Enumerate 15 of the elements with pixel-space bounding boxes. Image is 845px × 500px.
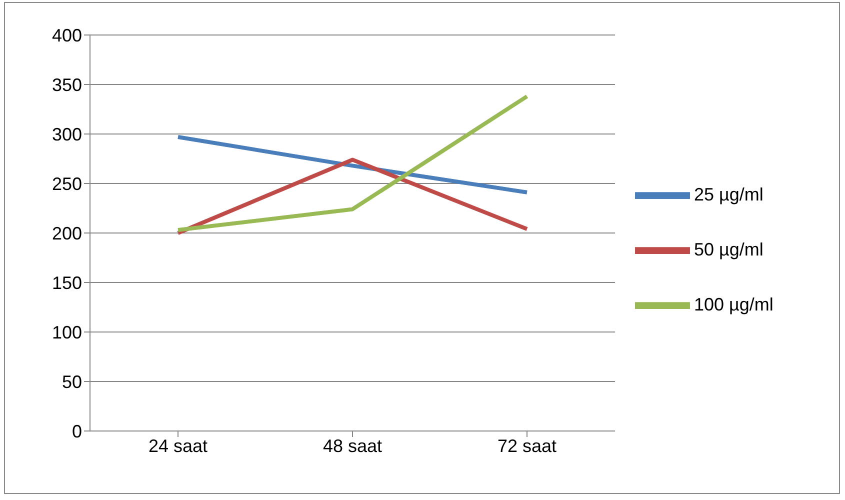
y-tick-label: 100 xyxy=(52,322,82,342)
y-tick-label: 400 xyxy=(52,25,82,46)
legend-label: 50 µg/ml xyxy=(694,238,764,259)
y-tick-label: 250 xyxy=(52,174,82,194)
y-tick-label: 50 xyxy=(62,372,82,392)
x-tick-label: 48 saat xyxy=(322,436,382,456)
x-tick-label: 24 saat xyxy=(148,436,208,456)
x-tick-label: 72 saat xyxy=(497,436,557,456)
y-tick-label: 0 xyxy=(72,421,82,442)
y-tick-label: 150 xyxy=(52,272,82,293)
y-tick-label: 200 xyxy=(52,223,82,244)
y-tick-label: 300 xyxy=(52,124,82,144)
legend-label: 100 µg/ml xyxy=(694,294,774,314)
legend-label: 25 µg/ml xyxy=(694,184,764,204)
y-tick-label: 350 xyxy=(52,74,82,95)
